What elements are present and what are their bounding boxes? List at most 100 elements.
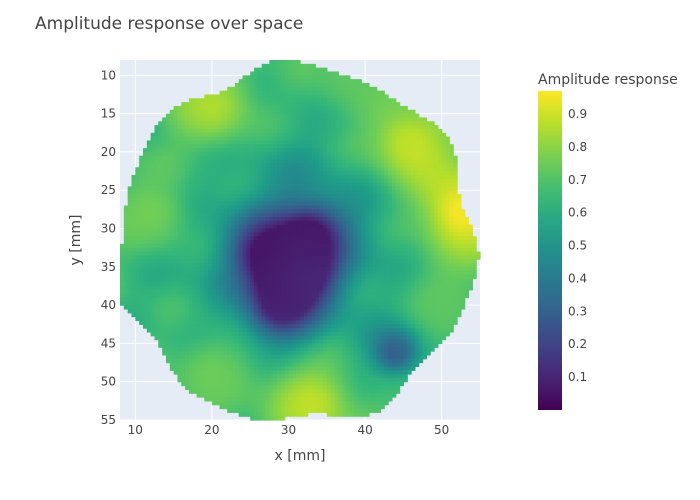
heatmap-cell [185,351,190,356]
heatmap-cell [200,289,205,295]
heatmap-cell [345,362,351,367]
heatmap-cell [162,213,167,218]
heatmap-cell [231,308,236,314]
heatmap-cell [250,377,255,383]
heatmap-cell [319,362,324,367]
heatmap-cell [342,400,347,406]
heatmap-cell [319,389,324,394]
heatmap-cell [296,71,301,76]
heatmap-cell [330,236,336,241]
heatmap-cell [200,370,205,375]
heatmap-cell [231,381,236,387]
heatmap-cell [246,377,251,383]
heatmap-cell [215,289,221,295]
heatmap-cell [338,316,343,322]
heatmap-cell [315,285,320,291]
heatmap-cell [288,370,293,375]
heatmap-cell [315,316,320,322]
heatmap-cell [357,408,362,413]
heatmap-cell [139,251,144,256]
heatmap-cell [211,393,217,398]
heatmap-cell [192,347,198,352]
heatmap-cell [261,293,267,299]
heatmap-cell [357,132,362,138]
heatmap-cell [319,113,324,119]
heatmap-cell [242,381,247,387]
heatmap-cell [300,174,305,180]
heatmap-cell [277,186,282,191]
heatmap-cell [345,324,351,329]
heatmap-cell [269,400,274,406]
heatmap-cell [231,113,236,119]
heatmap-cell [131,209,136,214]
heatmap-cell [242,243,247,249]
heatmap-cell [188,121,194,126]
heatmap-cell [254,136,259,142]
heatmap-cell [361,389,366,394]
heatmap-cell [269,408,274,413]
heatmap-cell [185,385,190,390]
heatmap-cell [192,262,198,268]
heatmap-cell [250,194,255,199]
heatmap-cell [330,404,336,410]
heatmap-cell [269,259,274,264]
heatmap-cell [349,109,355,115]
heatmap-cell [254,167,259,172]
heatmap-cell [120,282,125,287]
heatmap-cell [238,259,244,264]
heatmap-cell [162,167,167,172]
heatmap-cell [292,354,297,360]
heatmap-cell [192,113,198,119]
heatmap-cell [269,174,274,180]
heatmap-cell [288,385,293,390]
heatmap-cell [165,209,171,214]
heatmap-cell [311,251,316,256]
heatmap-cell [200,151,205,157]
heatmap-cell [284,63,290,69]
heatmap-cell [158,121,163,126]
heatmap-cell [265,308,270,314]
heatmap-cell [342,213,347,218]
heatmap-cell [342,262,347,268]
heatmap-cell [211,289,217,295]
heatmap-cell [349,159,355,164]
heatmap-cell [322,389,328,394]
heatmap-cell [246,381,251,387]
heatmap-cell [265,67,270,73]
heatmap-cell [204,220,209,226]
heatmap-cell [254,224,259,230]
heatmap-cell [307,240,313,245]
heatmap-cell [165,205,171,210]
heatmap-cell [273,71,278,76]
heatmap-cell [280,182,286,187]
heatmap-cell [322,94,328,99]
heatmap-cell [315,98,320,103]
heatmap-cell [165,305,171,310]
heatmap-cell [288,174,293,180]
heatmap-cell [135,243,140,249]
heatmap-cell [242,259,247,264]
heatmap-cell [288,305,293,310]
heatmap-cell [334,316,339,322]
heatmap-cell [158,140,163,145]
heatmap-cell [246,125,251,130]
heatmap-cell [181,251,186,256]
heatmap-cell [330,171,336,176]
heatmap-cell [292,71,297,76]
heatmap-cell [146,255,152,260]
heatmap-cell [219,125,224,130]
heatmap-cell [192,297,198,302]
heatmap-cell [342,381,347,387]
heatmap-cell [234,232,240,237]
heatmap-cell [342,144,347,149]
heatmap-cell [269,374,274,379]
heatmap-cell [361,98,366,103]
heatmap-cell [338,397,343,402]
heatmap-cell [326,354,332,360]
heatmap-cell [261,240,267,245]
heatmap-cell [338,358,343,364]
heatmap-cell [234,362,240,367]
heatmap-cell [150,220,156,226]
heatmap-cell [257,331,263,337]
heatmap-cell [215,163,221,168]
